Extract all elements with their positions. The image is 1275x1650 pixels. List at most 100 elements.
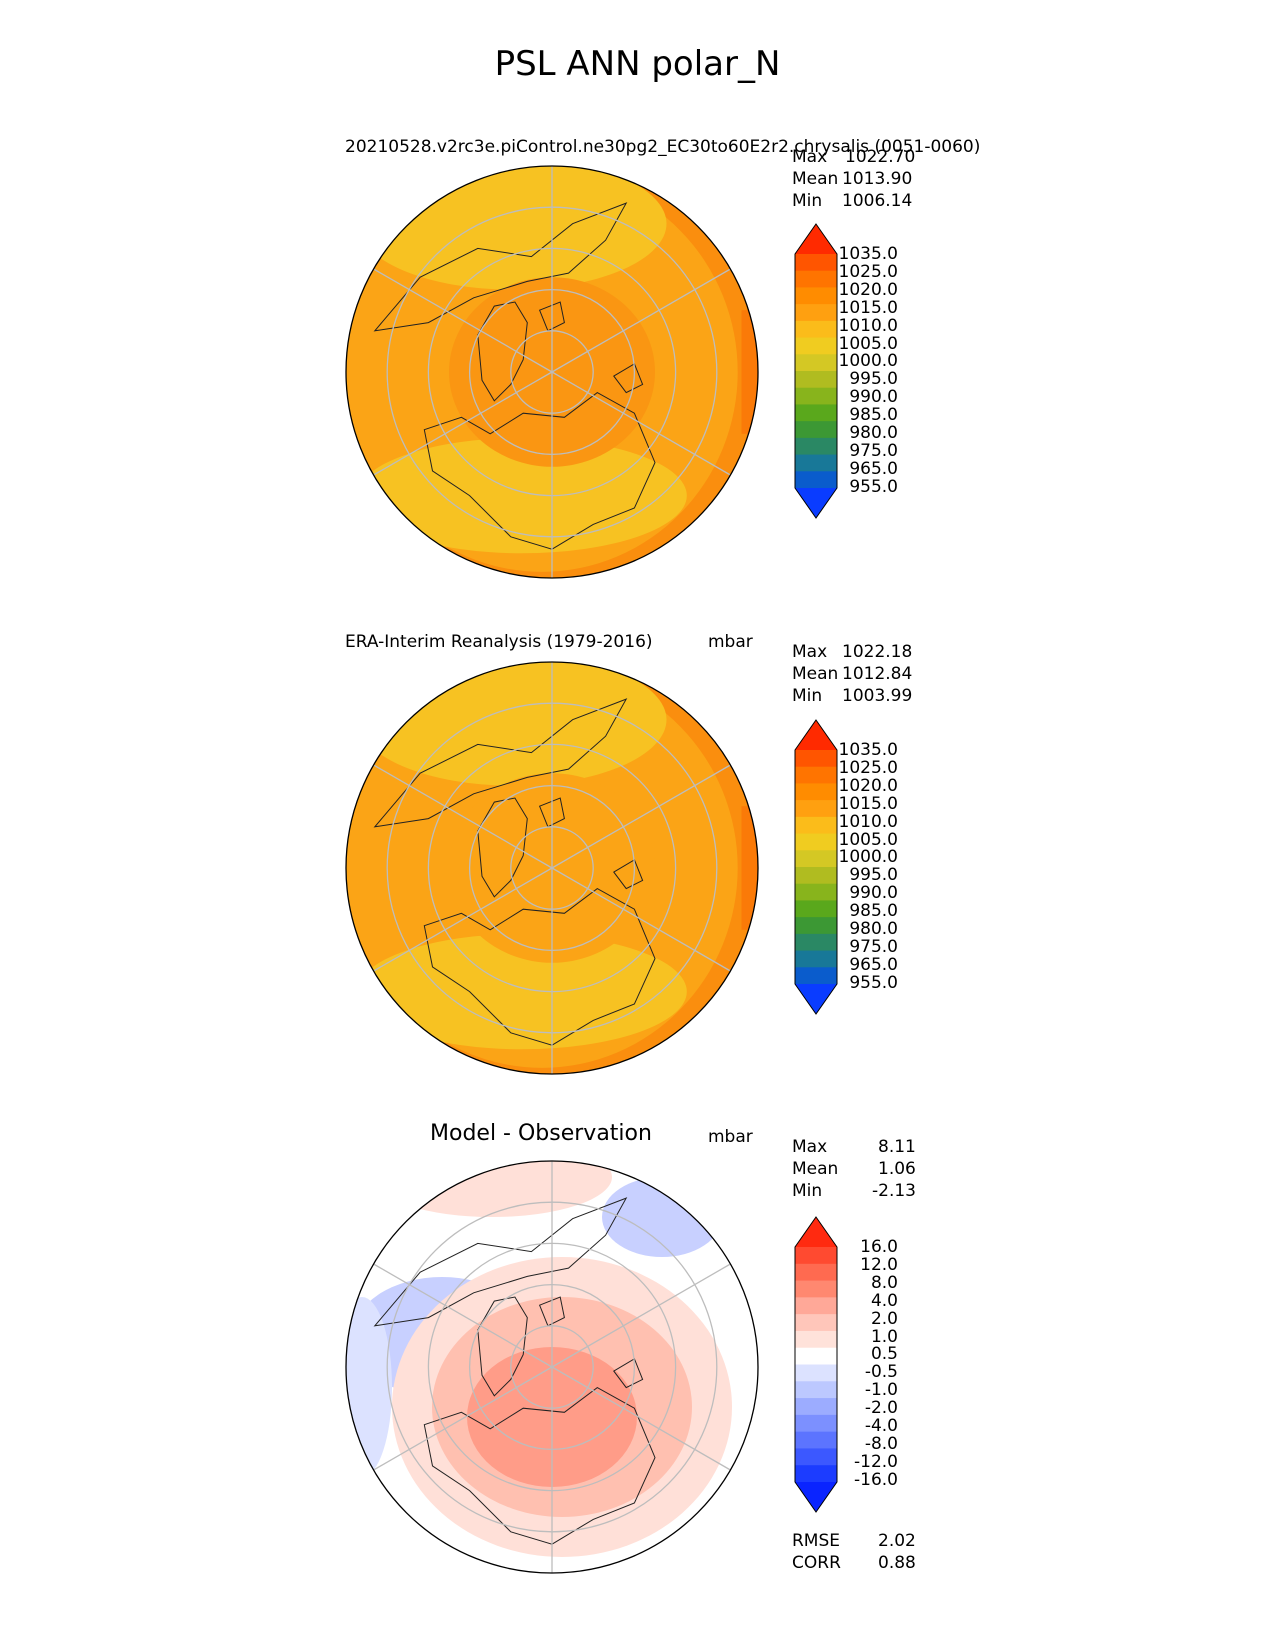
colorbar-segment: [795, 1398, 837, 1416]
diff-negative-edge: [346, 1297, 392, 1477]
page-title: PSL ANN polar_N: [494, 44, 781, 84]
colorbar-segment: [795, 454, 837, 472]
panel1-stat-min-label: Min: [792, 191, 823, 211]
panel3-stat-max-label: Max: [792, 1137, 828, 1157]
colorbar-segment: [795, 1247, 837, 1265]
panel2-stat-min-label: Min: [792, 686, 823, 706]
panel3-corr-value: 0.88: [878, 1553, 916, 1573]
panel3-stat-min-value: -2.13: [872, 1181, 916, 1201]
colorbar-tick-label: 1000.0: [838, 351, 898, 372]
colorbar-extend-bottom: [795, 984, 837, 1014]
colorbar-tick-label: 995.0: [849, 865, 898, 886]
colorbar-segment: [795, 254, 837, 272]
map-border: [345, 165, 759, 579]
meridian-1: [551, 764, 731, 869]
colorbar-extend-top: [795, 720, 837, 750]
colorbar-tick-label: 975.0: [849, 936, 898, 957]
field-low-south: [357, 933, 687, 1050]
meridian-2: [551, 1366, 731, 1471]
field-edge-high: [741, 310, 758, 434]
panel2-left-label: ERA-Interim Reanalysis (1979-2016): [345, 632, 653, 652]
colorbar-tick-label: 985.0: [849, 901, 898, 922]
colorbar-tick-label: 955.0: [849, 476, 898, 497]
colorbar-segment: [795, 1364, 837, 1382]
colorbar-segment: [795, 883, 837, 901]
colorbar-tick-label: 990.0: [849, 883, 898, 904]
panel1-left-label: 20210528.v2rc3e.piControl.ne30pg2_EC30to…: [345, 137, 981, 157]
coastline-0: [477, 301, 528, 402]
panel1-polar-map: [345, 165, 759, 579]
colorbar-segment: [795, 387, 837, 405]
field-low-south: [357, 437, 687, 554]
colorbar-segment: [795, 750, 837, 768]
colorbar-tick-label: 0.5: [870, 1344, 898, 1365]
colorbar-segment: [795, 1314, 837, 1332]
coastline-4: [613, 1358, 644, 1389]
colorbar-tick-label: -4.0: [864, 1416, 898, 1436]
field-edge-high: [741, 806, 758, 930]
coastline-1: [423, 1387, 656, 1545]
colorbar-segment: [795, 766, 837, 784]
panel2-units-label: mbar: [708, 632, 753, 652]
colorbar-tick-label: 2.0: [870, 1308, 898, 1329]
panel1-stat-max-value: 1022.70: [845, 147, 916, 167]
colorbar-segment: [795, 1330, 837, 1349]
panel1-stat-min-value: 1006.14: [842, 191, 913, 211]
map-border: [345, 1160, 759, 1574]
meridian-4: [373, 371, 553, 476]
meridian-1: [551, 1263, 731, 1368]
colorbar-tick-label: 980.0: [849, 423, 898, 443]
colorbar-extend-bottom: [795, 488, 837, 518]
panel1-stat-max-label: Max: [792, 147, 828, 167]
colorbar-segment: [795, 1263, 837, 1282]
colorbar-tick-label: 1015.0: [838, 297, 898, 318]
colorbar-segment: [795, 337, 837, 355]
coastline-4: [613, 363, 644, 394]
panel2-stat-min-value: 1003.99: [842, 686, 913, 706]
colorbar-tick-label: 8.0: [870, 1272, 898, 1293]
coastline-2: [373, 1197, 628, 1327]
coastline-0: [477, 1296, 528, 1397]
colorbar-segment: [795, 816, 837, 835]
coastline-3: [538, 1296, 565, 1327]
colorbar-tick-label: 1005.0: [838, 333, 898, 354]
colorbar-tick-label: 1015.0: [838, 793, 898, 814]
colorbar-tick-label: 965.0: [849, 954, 898, 975]
map-border: [345, 661, 759, 1075]
panel3-rmse-value: 2.02: [878, 1531, 916, 1551]
panel3-rmse-label: RMSE: [792, 1531, 841, 1551]
colorbar-tick-label: 995.0: [849, 369, 898, 390]
meridian-5: [373, 764, 553, 869]
coastline-1: [423, 888, 656, 1046]
coastline-3: [538, 301, 565, 332]
panel3-title: Model - Observation: [430, 1121, 652, 1146]
coastline-2: [373, 698, 628, 828]
colorbar-segment: [795, 471, 837, 489]
meridian-2: [551, 867, 731, 972]
coastline-3: [538, 797, 565, 828]
colorbar-segment: [795, 421, 837, 439]
colorbar-segment: [795, 1297, 837, 1315]
colorbar-tick-label: 965.0: [849, 458, 898, 479]
colorbar-tick-label: 1035.0: [838, 740, 898, 760]
colorbar-segment: [795, 1448, 837, 1466]
colorbar-segment: [795, 1431, 837, 1449]
panel3-corr-label: CORR: [792, 1553, 841, 1573]
colorbar-tick-label: 1035.0: [838, 244, 898, 264]
panel3-stat-max-value: 8.11: [878, 1137, 916, 1157]
colorbar-outline: [794, 719, 838, 1015]
colorbar-tick-label: 12.0: [860, 1254, 898, 1275]
colorbar-tick-label: 1025.0: [838, 757, 898, 778]
colorbar-segment: [795, 1465, 837, 1483]
colorbar-tick-label: -0.5: [864, 1362, 898, 1383]
colorbar-segment: [795, 833, 837, 851]
coastline-2: [373, 202, 628, 332]
panel3-stat-mean-label: Mean: [792, 1159, 839, 1179]
colorbar-segment: [795, 1414, 837, 1433]
colorbar-tick-label: 16.0: [860, 1237, 898, 1257]
colorbar-segment: [795, 270, 837, 288]
meridian-5: [373, 268, 553, 373]
panel1-colorbar: [794, 223, 838, 519]
colorbar-tick-label: 1.0: [870, 1326, 898, 1347]
